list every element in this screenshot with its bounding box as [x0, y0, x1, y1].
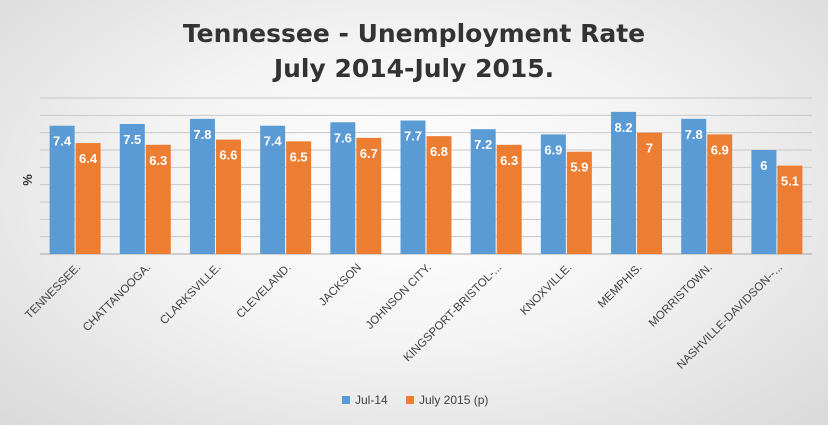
data-label: 6.4	[79, 151, 98, 166]
data-label: 6	[760, 158, 767, 173]
bar-july-2015	[426, 136, 452, 254]
bar-jul-14	[260, 125, 286, 254]
data-label: 6.9	[711, 142, 729, 157]
data-label: 5.9	[570, 160, 588, 175]
legend-label-jul-14: Jul-14	[355, 393, 388, 407]
bar-july-2015	[566, 151, 592, 254]
bar-july-2015	[707, 134, 733, 254]
bar-july-2015	[75, 143, 101, 254]
data-label: 6.3	[500, 153, 518, 168]
bar-jul-14	[540, 134, 566, 254]
bar-jul-14	[681, 118, 707, 254]
legend: Jul-14 July 2015 (p)	[342, 393, 488, 407]
data-label: 6.8	[430, 144, 448, 159]
data-label: 6.7	[360, 146, 378, 161]
data-label: 6.6	[219, 148, 237, 163]
data-label: 7.6	[334, 130, 352, 145]
legend-label-july-2015: July 2015 (p)	[419, 393, 488, 407]
data-label: 7.8	[685, 127, 703, 142]
data-label: 7.7	[404, 129, 422, 144]
category-label: TENNESSEE.	[23, 262, 83, 322]
bar-jul-14	[751, 150, 777, 254]
category-label: JOHNSON CITY.	[364, 262, 434, 332]
bar-july-2015	[777, 165, 803, 254]
bar-jul-14	[400, 120, 426, 255]
bar-july-2015	[286, 141, 312, 254]
bar-jul-14	[119, 124, 145, 254]
data-labels: 7.4 6.4 7.5 6.3 7.8 6.6 7.4 6.5 7.6 6.7 7.7 6.8 7.2 6…	[53, 120, 799, 189]
bars	[49, 111, 803, 255]
category-label: MEMPHIS.	[596, 262, 645, 311]
y-axis-label: %	[20, 174, 35, 186]
bar-jul-14	[330, 122, 356, 255]
data-label: 8.2	[615, 120, 633, 135]
category-label: CLEVELAND.	[235, 262, 294, 321]
data-label: 6.9	[544, 142, 562, 157]
category-label: CLARKSVILLE.	[158, 262, 223, 327]
data-label: 6.5	[290, 149, 308, 164]
data-label: 7	[646, 141, 653, 156]
data-label: 6.3	[149, 153, 167, 168]
category-label: JACKSON	[317, 262, 364, 309]
legend-swatch-july-2015	[406, 396, 414, 404]
legend-swatch-jul-14	[342, 396, 350, 404]
bar-july-2015	[215, 139, 241, 254]
bar-july-2015	[356, 137, 382, 254]
bar-jul-14	[470, 129, 496, 254]
data-label: 5.1	[781, 174, 799, 189]
category-labels: TENNESSEE.CHATTANOOGA. CLARKSVILLE. CLEVEL…	[23, 262, 785, 372]
category-label: MORRISTOWN.	[647, 262, 715, 330]
data-label: 7.8	[193, 127, 211, 142]
bar-july-2015	[145, 144, 171, 254]
bar-july-2015	[637, 132, 663, 254]
chart-subtitle: July 2014-July 2015.	[272, 54, 554, 83]
data-label: 7.4	[53, 134, 72, 149]
bar-july-2015	[496, 144, 522, 254]
category-label: CHATTANOOGA.	[81, 262, 153, 334]
bar-jul-14	[189, 118, 215, 254]
bar-jul-14	[611, 111, 637, 254]
data-label: 7.4	[264, 134, 283, 149]
chart-title: Tennessee - Unemployment Rate	[183, 19, 645, 48]
data-label: 7.2	[474, 137, 492, 152]
data-label: 7.5	[123, 132, 141, 147]
category-label: KNOXVILLE.	[519, 262, 575, 318]
bar-jul-14	[49, 125, 75, 254]
